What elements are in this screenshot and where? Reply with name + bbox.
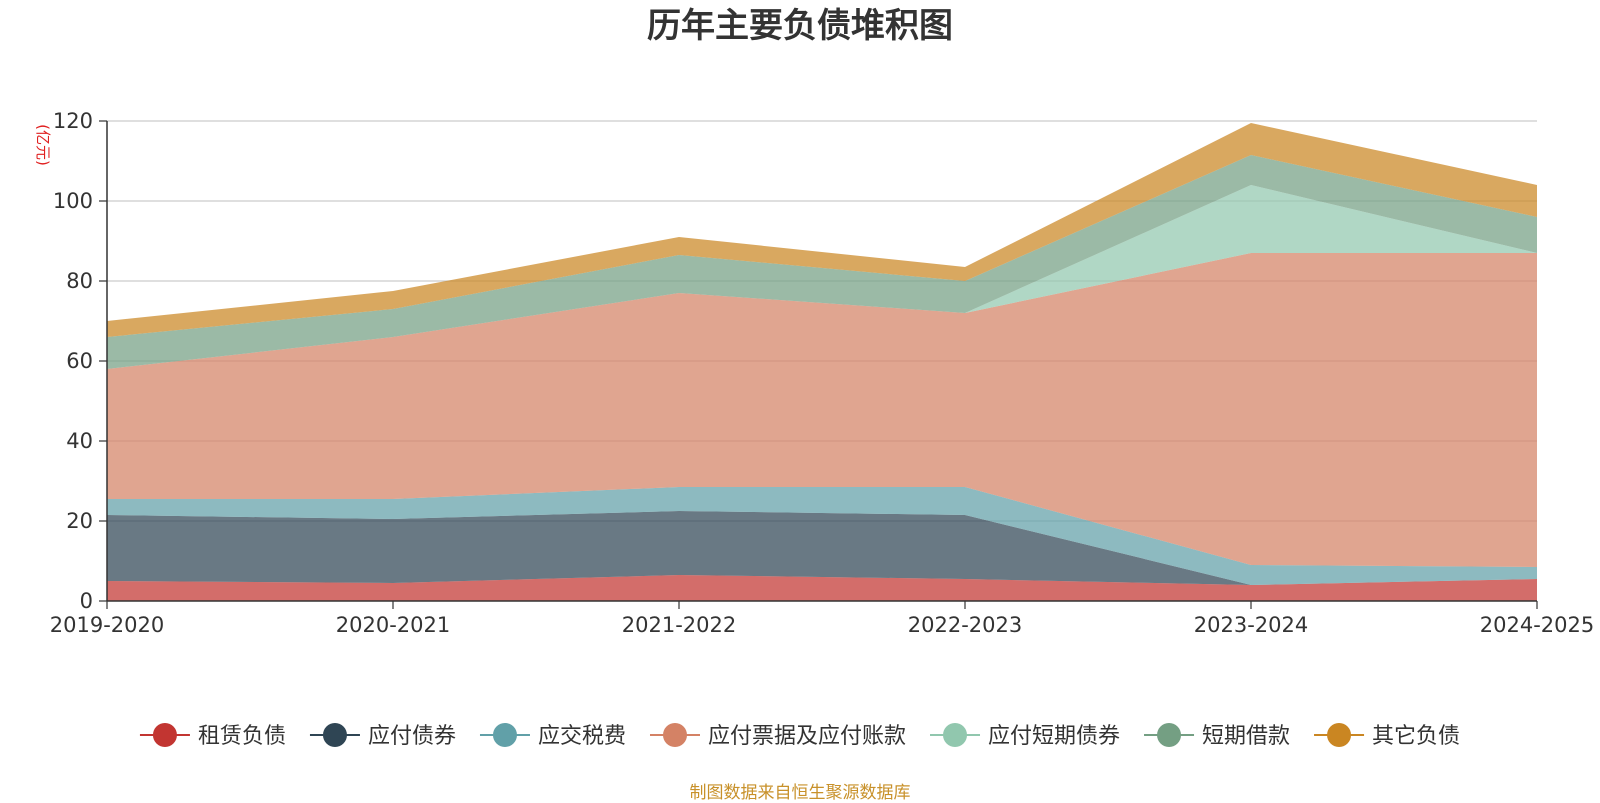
legend-marker bbox=[662, 723, 687, 747]
y-tick-label: 120 bbox=[53, 109, 93, 133]
legend-label: 应付债券 bbox=[368, 724, 456, 749]
legend-item[interactable]: 租赁负债 bbox=[139, 723, 286, 749]
legend-label: 应付票据及应付账款 bbox=[708, 724, 906, 749]
y-tick-label: 40 bbox=[66, 429, 93, 453]
area-2 bbox=[107, 511, 1537, 585]
axes: 0 20 40 60 80 100 120(亿元) 2019-2020 2020-2021 202… bbox=[34, 109, 1594, 637]
area-5 bbox=[107, 185, 1537, 369]
legend-item[interactable]: 应交税费 bbox=[479, 723, 626, 749]
area-3 bbox=[107, 487, 1537, 585]
legend-item[interactable]: 应付债券 bbox=[309, 723, 456, 749]
legend[interactable]: 租赁负债 应付债券 应交税费 应付票据及应付账款 应付短期债券 短期借款 其它负债 bbox=[139, 723, 1460, 749]
x-tick-label: 2024-2025 bbox=[1480, 613, 1594, 637]
legend-label: 租赁负债 bbox=[198, 724, 286, 749]
legend-marker bbox=[152, 723, 177, 747]
legend-marker bbox=[322, 723, 347, 747]
x-tick-label: 2020-2021 bbox=[336, 613, 450, 637]
x-tick-label: 2023-2024 bbox=[1194, 613, 1308, 637]
y-tick-label: 80 bbox=[66, 269, 93, 293]
legend-label: 短期借款 bbox=[1202, 724, 1290, 749]
legend-item[interactable]: 短期借款 bbox=[1144, 723, 1290, 749]
legend-marker bbox=[492, 723, 517, 747]
area-1 bbox=[107, 575, 1537, 601]
x-tick-label: 2021-2022 bbox=[622, 613, 736, 637]
legend-marker bbox=[943, 723, 968, 747]
legend-label: 应付短期债券 bbox=[988, 724, 1120, 749]
legend-label: 其它负债 bbox=[1372, 724, 1460, 749]
data-source-note: 制图数据来自恒生聚源数据库 bbox=[689, 783, 911, 803]
chart-title: 历年主要负债堆积图 bbox=[647, 6, 953, 46]
legend-item[interactable]: 其它负债 bbox=[1314, 723, 1460, 749]
legend-label: 应交税费 bbox=[538, 724, 626, 749]
legend-item[interactable]: 应付短期债券 bbox=[930, 723, 1120, 749]
area-6 bbox=[107, 155, 1537, 369]
area-4 bbox=[107, 253, 1537, 567]
y-tick-label: 20 bbox=[66, 509, 93, 533]
y-tick-label: 60 bbox=[66, 349, 93, 373]
legend-item[interactable]: 应付票据及应付账款 bbox=[649, 723, 906, 749]
y-tick-label: 100 bbox=[53, 189, 93, 213]
legend-marker bbox=[1327, 723, 1352, 747]
x-tick-label: 2022-2023 bbox=[908, 613, 1022, 637]
y-unit-label: (亿元) bbox=[34, 124, 52, 166]
legend-marker bbox=[1157, 723, 1182, 747]
y-tick-label: 0 bbox=[80, 589, 93, 613]
series-areas bbox=[107, 123, 1537, 601]
x-tick-label: 2019-2020 bbox=[50, 613, 164, 637]
area-7 bbox=[107, 123, 1537, 337]
